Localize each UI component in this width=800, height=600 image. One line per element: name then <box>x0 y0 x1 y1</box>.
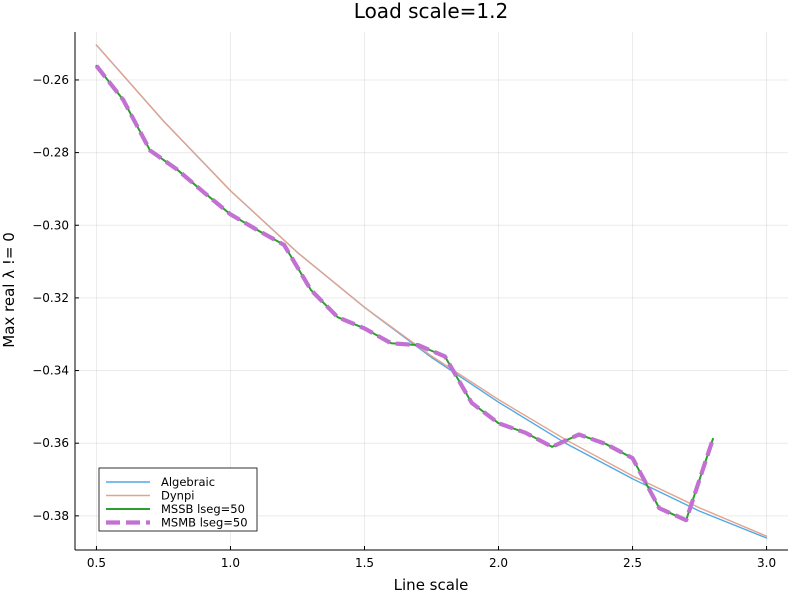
x-axis-title: Line scale <box>394 576 469 594</box>
x-ticks: 0.5 1.0 1.5 2.0 2.5 3.0 <box>87 546 776 570</box>
axes <box>74 32 788 551</box>
y-axis-title: Max real λ != 0 <box>0 232 18 348</box>
legend-label: MSSB lseg=50 <box>161 502 245 516</box>
series-line-msmb-lseg-50 <box>94 64 715 523</box>
legend-box <box>98 467 258 532</box>
x-tick-label: 2.5 <box>623 556 642 570</box>
legend-label: Algebraic <box>161 475 215 489</box>
legend-label: MSMB lseg=50 <box>161 516 248 530</box>
chart-title: Load scale=1.2 <box>354 0 508 23</box>
grid <box>75 32 788 550</box>
series-line-dynpi <box>95 44 768 537</box>
x-tick-label: 3.0 <box>757 556 776 570</box>
y-ticks: −0.38 −0.36 −0.34 −0.32 −0.30 −0.28 −0.26 <box>32 73 79 523</box>
y-tick-label: −0.26 <box>32 73 69 87</box>
y-tick-label: −0.32 <box>32 291 69 305</box>
x-tick-label: 0.5 <box>87 556 106 570</box>
x-tick-label: 2.0 <box>489 556 508 570</box>
legend-label: Dynpi <box>161 489 194 503</box>
y-tick-label: −0.34 <box>32 364 69 378</box>
series-group <box>94 44 768 539</box>
y-tick-label: −0.30 <box>32 218 69 232</box>
x-tick-label: 1.5 <box>355 556 374 570</box>
x-tick-label: 1.0 <box>221 556 240 570</box>
y-tick-label: −0.38 <box>32 509 69 523</box>
y-tick-label: −0.36 <box>32 436 69 450</box>
y-tick-label: −0.28 <box>32 146 69 160</box>
